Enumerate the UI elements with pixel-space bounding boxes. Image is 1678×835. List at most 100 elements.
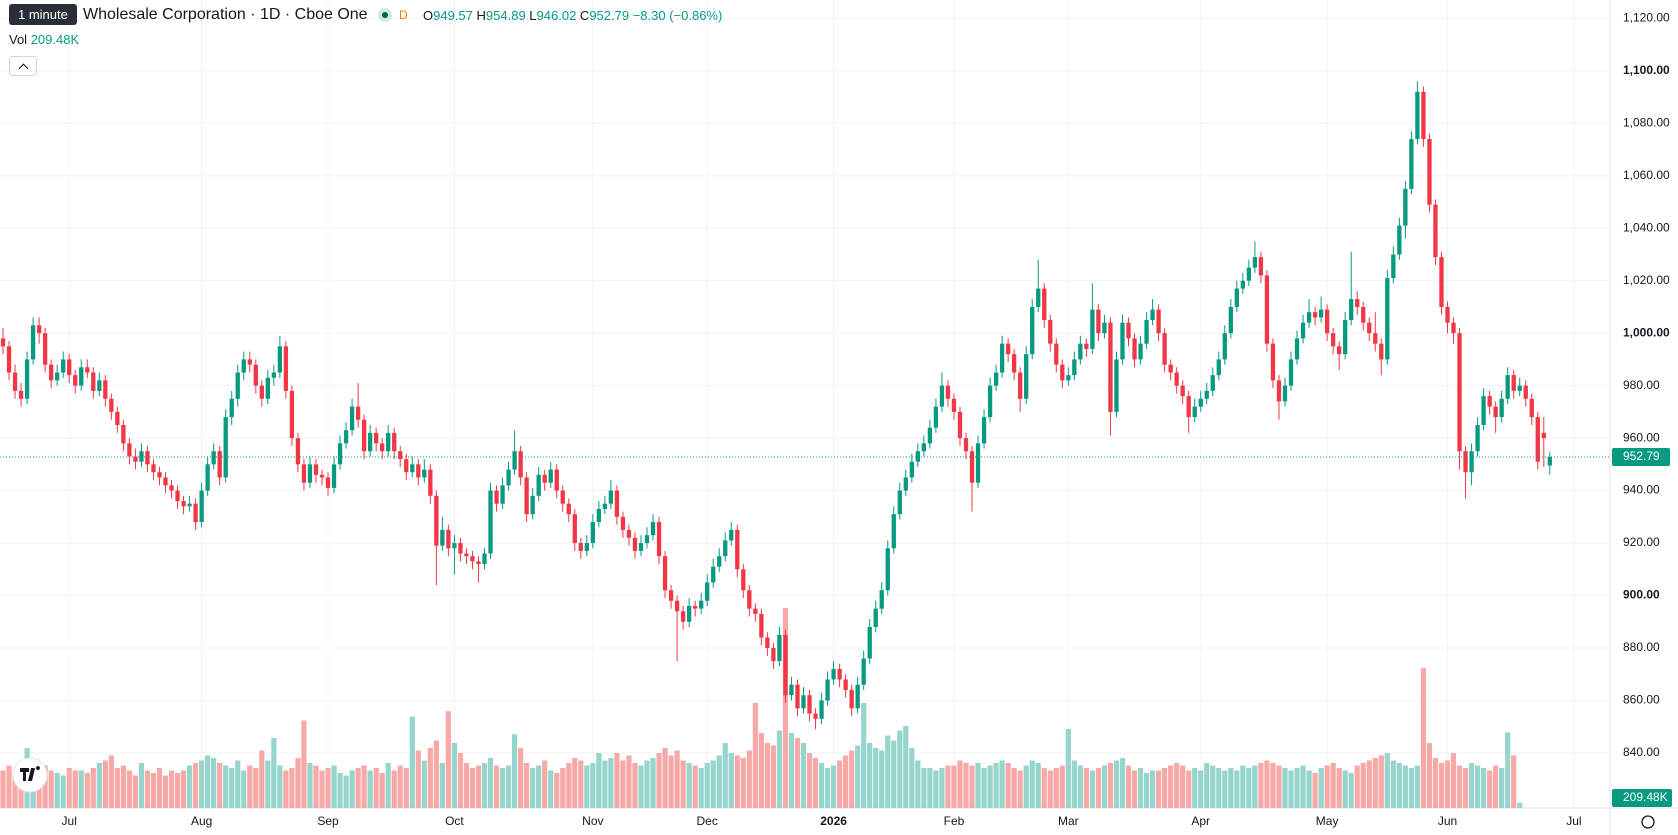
candle-body [1337,346,1342,355]
candle-body [1306,312,1312,323]
volume-bar [313,765,319,808]
candle-body [542,474,547,483]
volume-bar [162,775,169,808]
volume-bar [1047,770,1053,808]
volume-bar [1432,758,1439,808]
candle-body [1487,396,1492,407]
volume-bar [1216,768,1222,808]
candle-body [367,432,373,452]
volume-bar [511,734,518,808]
volume-bar [84,773,90,808]
volume-bar [1481,768,1487,808]
volume-bar [259,750,265,808]
candle-body [1493,406,1498,418]
volume-bar [692,765,698,808]
candle-body [1120,322,1125,360]
volume-bar [1149,770,1156,808]
volume-bar [415,750,421,808]
volume-bar [199,760,205,808]
candle-body [596,508,602,523]
candle-body [644,535,650,544]
candle-body [656,522,662,557]
candle-body [1547,457,1552,466]
volume-bar [674,750,680,808]
volume-bar [794,738,801,808]
volume-bar [247,765,253,808]
candle-body [91,372,96,391]
volume-bar [42,765,48,808]
candle-body [572,514,577,544]
candle-body [1234,288,1239,307]
volume-bar [999,760,1005,808]
candle-body [1324,309,1330,334]
candle-body [151,464,156,473]
candle-body [1475,424,1480,452]
volume-bar [174,773,181,808]
volume-bar [1234,770,1240,808]
candle-body [753,608,758,614]
volume-bar [662,748,668,808]
candle-body [536,474,541,496]
volume-bar [572,758,578,808]
volume-bar [680,760,686,808]
candle-body [765,637,770,648]
x-tick-label: Jul [62,814,77,828]
candle-body [686,606,692,622]
volume-bar [668,755,674,808]
candle-body [933,406,939,428]
candle-body [969,451,975,483]
volume-bar [319,770,325,808]
volume-bar [469,768,476,808]
volume-bar [277,765,283,808]
candle-body [361,419,367,452]
candle-body [1294,338,1300,360]
x-tick-label: May [1316,814,1339,828]
volume-bar [1468,763,1475,808]
volume-bar [1228,768,1234,808]
candle-body [1258,257,1264,276]
candle-body [1192,406,1197,418]
volume-bar [788,733,795,808]
candle-body [1042,288,1047,321]
volume-bar [909,748,915,808]
candle-body [1090,309,1095,349]
volume-bar [1444,760,1451,808]
symbol-title[interactable]: Wholesale Corporation · 1D · Cboe One [83,6,368,23]
volume-bar [584,765,590,808]
candle-body [735,529,740,570]
volume-bar [1155,770,1162,808]
candle-body [1264,275,1270,344]
candle-body [999,343,1005,373]
volume-bar [1306,770,1312,808]
candle-body [229,398,234,418]
candle-body [211,451,216,465]
candle-body [464,553,469,557]
candle-body [650,522,656,536]
volume-bar [530,768,536,808]
volume-bar [253,768,259,808]
volume-bar [1143,773,1150,808]
candle-body [855,684,860,709]
volume-bar [193,763,199,808]
volume-bar [325,768,331,808]
candle-body [193,503,198,523]
volume-bar [0,770,6,808]
volume-bar [897,730,903,808]
volume-bar [493,765,500,808]
volume-bar [12,773,18,808]
volume-bar [542,760,548,808]
candle-body [1228,306,1233,334]
collapse-button[interactable] [9,56,37,76]
candle-body [1541,432,1546,439]
volume-bar [1288,770,1294,808]
volume-bar [1095,768,1102,808]
candle-body [1367,322,1372,334]
ohlc-value: 949.57 [433,8,473,23]
candle-body [638,543,644,551]
candle-body [6,346,12,373]
y-tick-label: 920.00 [1623,535,1660,549]
candle-body [175,490,180,502]
volume-bar [144,770,151,808]
volume-bar [1041,768,1047,808]
candle-body [1054,343,1059,365]
